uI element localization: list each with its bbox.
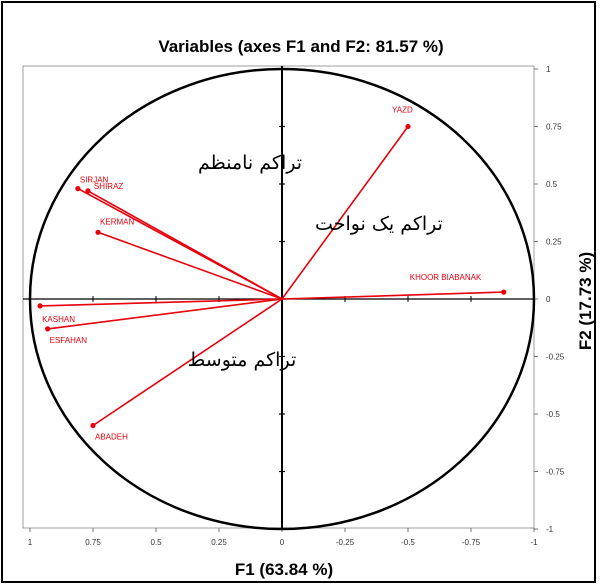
vector-yazd: [281, 126, 409, 300]
x-tick-label: 0: [280, 538, 285, 547]
vector-abadeh: [92, 298, 283, 427]
y-tick-label: 0: [546, 295, 551, 304]
point-khoor-biabanak: [501, 289, 507, 295]
point-label-esfahan: ESFAHAN: [50, 336, 88, 345]
vector-shiraz: [87, 190, 283, 300]
point-label-sirjan: SIRJAN: [80, 176, 109, 185]
point-label-abadeh: ABADEH: [95, 433, 128, 442]
vector-kashan: [40, 298, 283, 307]
point-kerman: [95, 229, 101, 235]
vector-esfahan: [47, 298, 283, 330]
y-tick-label: 0.75: [546, 123, 562, 132]
point-yazd: [405, 123, 411, 130]
x-tick-label: -0.5: [401, 538, 415, 547]
x-tick-label: 1: [28, 538, 33, 547]
y-axis-title: F2 (17.73 %): [576, 252, 595, 350]
annotation-label: تراکم متوسط: [188, 349, 296, 371]
point-label-yazd: YAZD: [392, 106, 413, 115]
plot-area: 1 0.75 0.5 0.25 0 -0.25 -0.5 -0.75 -1 1 0.75 0.5 0.2…: [22, 65, 565, 547]
x-tick-label: 0.75: [85, 538, 101, 547]
y-tick-label: 0.25: [546, 238, 562, 247]
chart-title: Variables (axes F1 and F2: 81.57 %): [158, 37, 443, 56]
y-tick-label: 1: [546, 65, 551, 74]
annotation-label: تراکم نامنظم: [198, 152, 302, 174]
y-tick-label: -0.5: [546, 410, 560, 419]
point-shiraz: [85, 188, 91, 194]
point-label-shiraz: SHIRAZ: [94, 182, 123, 191]
vector-kerman: [97, 231, 283, 300]
point-esfahan: [45, 326, 51, 332]
point-label-kerman: KERMAN: [100, 217, 134, 226]
annotation-label: تراکم یک نواخت: [315, 213, 443, 235]
y-tick-label: -0.25: [546, 353, 565, 362]
x-axis-title: F1 (63.84 %): [235, 560, 333, 579]
point-kashan: [37, 303, 43, 309]
point-sirjan: [75, 186, 81, 192]
x-tick-label: -1: [530, 538, 538, 547]
x-tick-label: 0.25: [211, 538, 227, 547]
point-abadeh: [90, 422, 96, 429]
correlation-circle-chart: Variables (axes F1 and F2: 81.57 %) 1 0.7…: [22, 37, 595, 579]
x-tick-label: -0.75: [462, 538, 481, 547]
y-tick-label: -1: [546, 525, 554, 534]
y-tick-label: -0.75: [546, 468, 565, 477]
point-label-kashan: KASHAN: [42, 315, 75, 324]
x-tick-label: -0.25: [336, 538, 355, 547]
vector-khoor-biabanak: [281, 291, 504, 300]
x-tick-label: 0.5: [150, 538, 162, 547]
point-label-khoor-biabanak: KHOOR BIABANAK: [410, 273, 482, 282]
y-tick-label: 0.5: [546, 180, 558, 189]
